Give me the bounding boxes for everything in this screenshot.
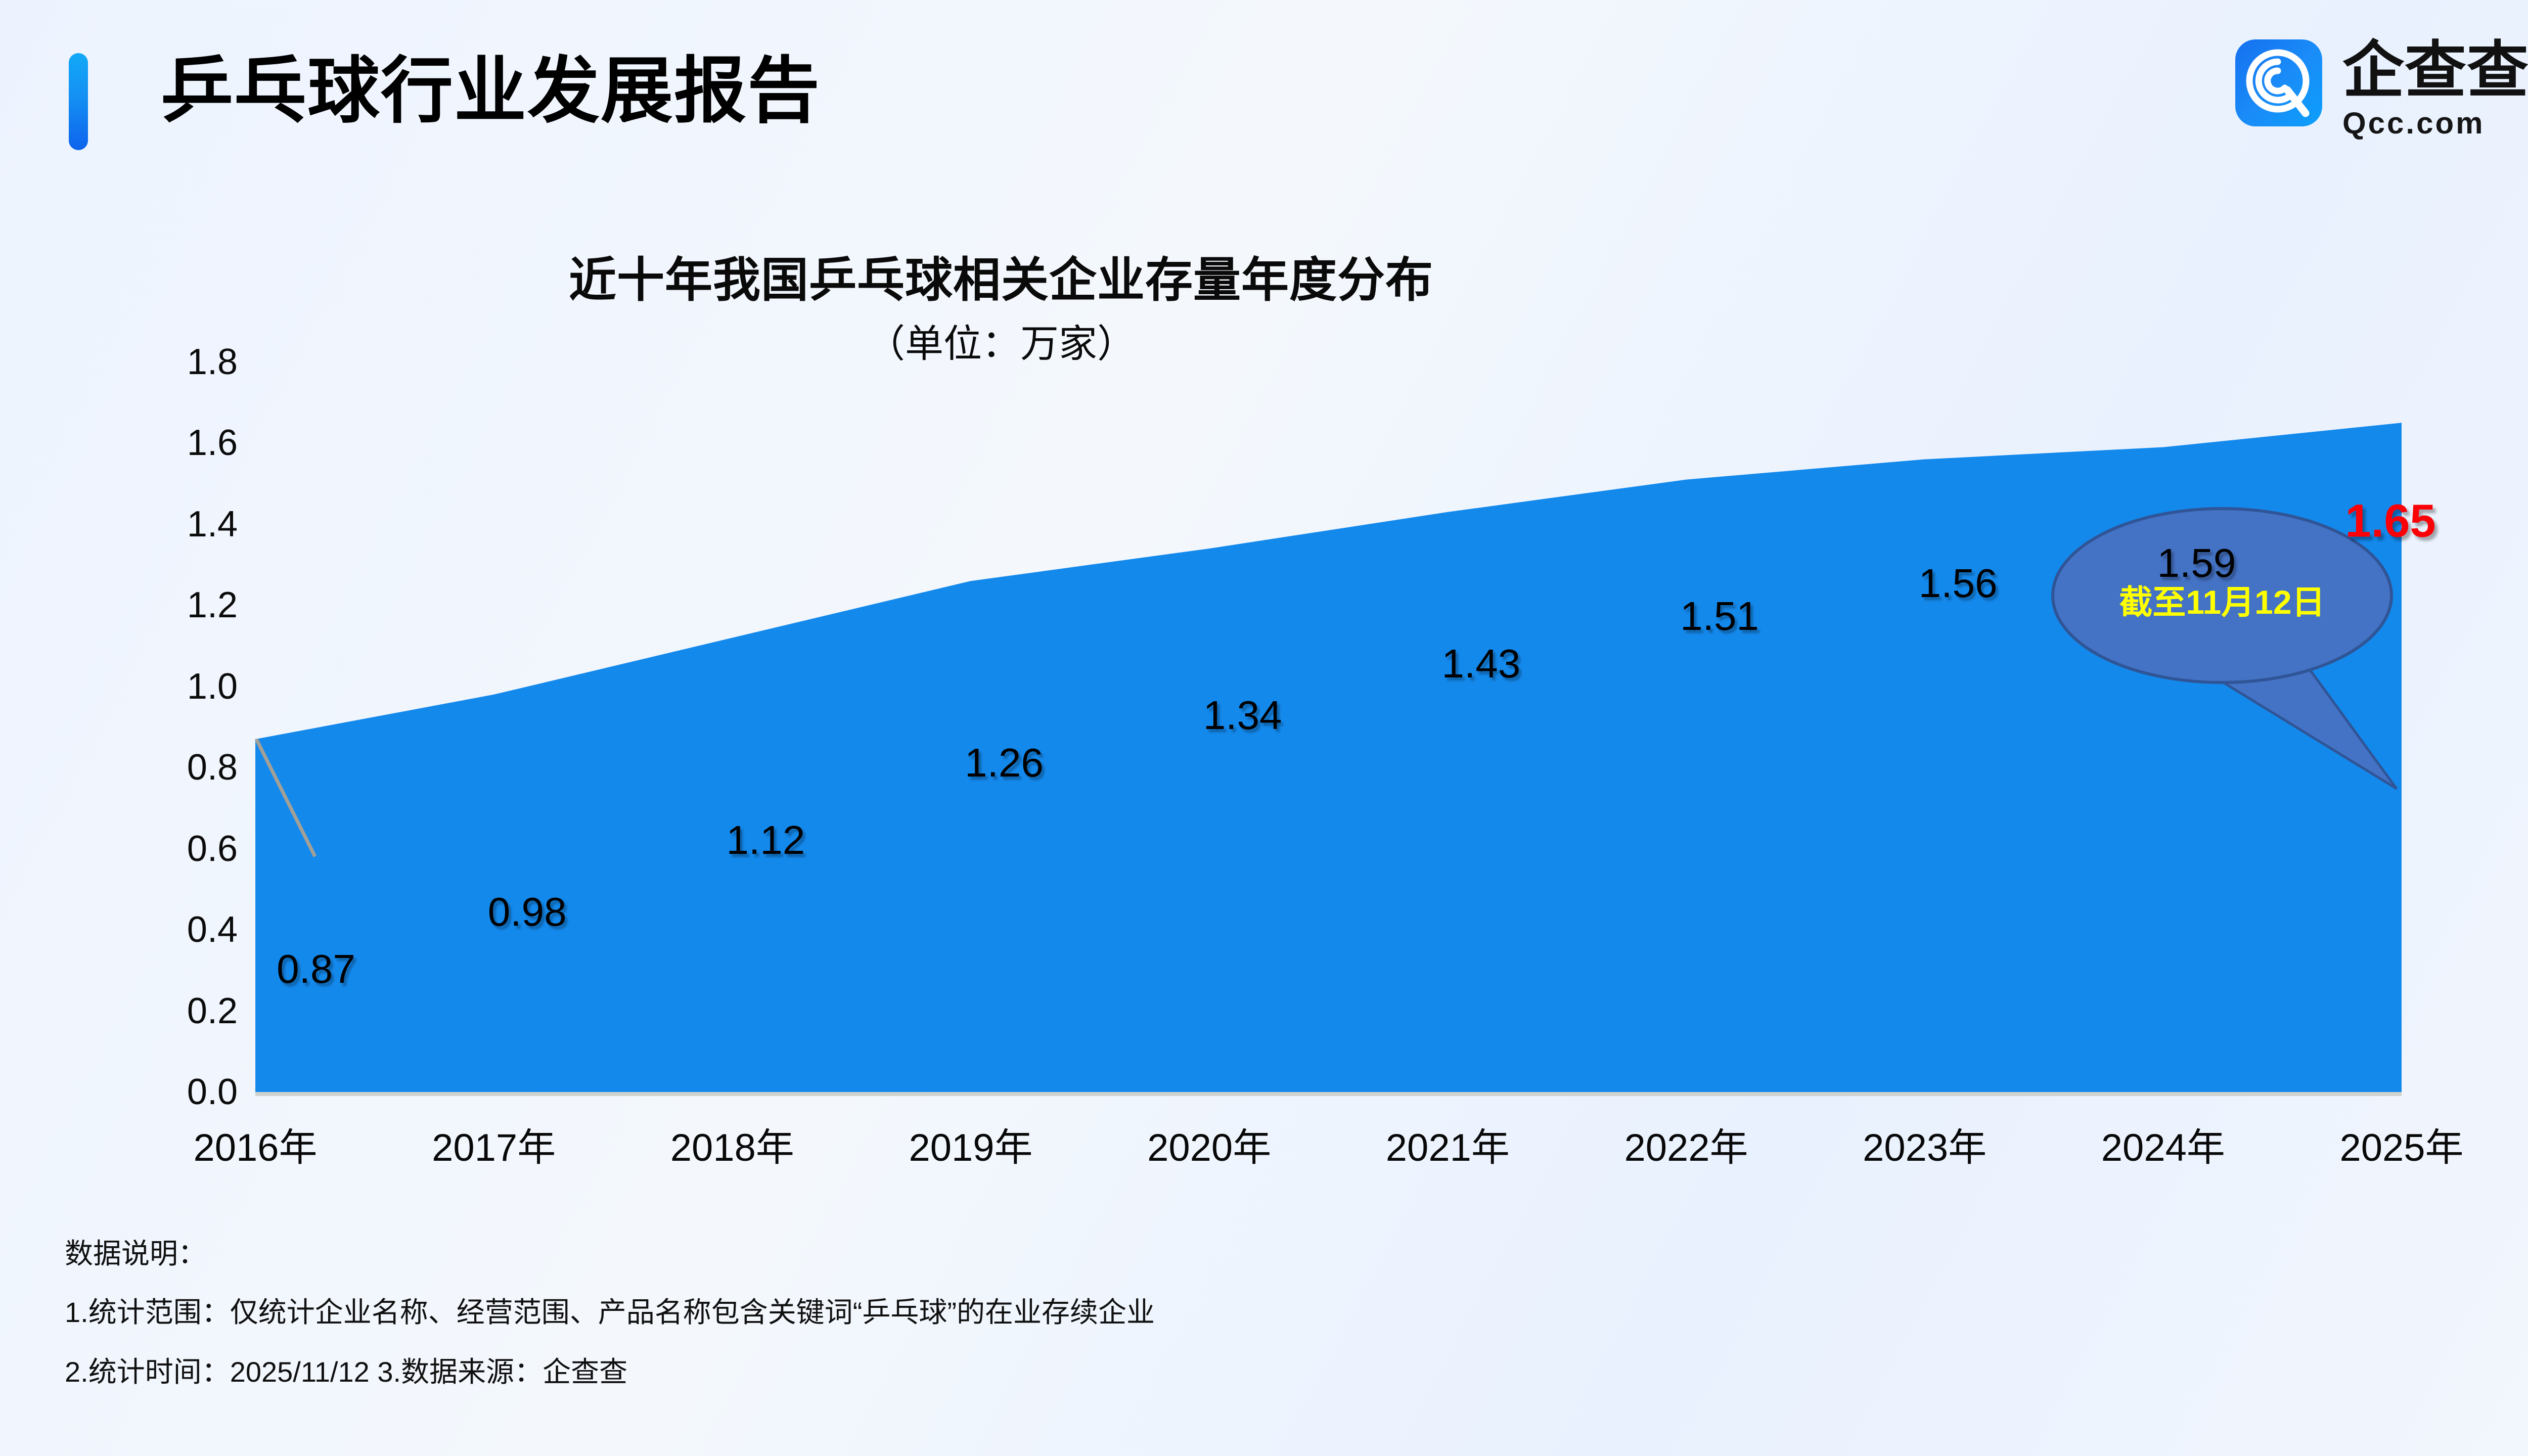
- page-header: 乒乓球行业发展报告 企查查 Qcc.com: [0, 0, 2528, 202]
- brand-wordmark: 企查查 Qcc.com: [2342, 39, 2528, 139]
- data-label: 1.12: [726, 817, 805, 862]
- data-label: 1.59: [2157, 540, 2236, 586]
- x-axis-tick-label: 2019年: [909, 1126, 1033, 1169]
- x-axis-tick-label: 2023年: [1863, 1126, 1987, 1169]
- y-axis-tick-label: 0.0: [187, 1072, 238, 1112]
- callout-label: 截至11月12日: [2119, 583, 2325, 621]
- chart-title: 近十年我国乒乓球相关企业存量年度分布: [568, 253, 1433, 306]
- x-axis-tick-label: 2018年: [670, 1126, 794, 1169]
- y-axis-tick-label: 1.0: [187, 666, 238, 707]
- page-title: 乒乓球行业发展报告: [161, 51, 821, 131]
- x-axis-tick-label: 2020年: [1147, 1126, 1272, 1169]
- data-label: 1.26: [965, 740, 1044, 786]
- x-axis-tick-label: 2017年: [432, 1126, 556, 1169]
- data-label: 1.56: [1918, 560, 1998, 606]
- y-axis-tick-label: 1.8: [187, 342, 238, 382]
- x-axis-tick-label: 2025年: [2339, 1126, 2464, 1169]
- data-label-highlight: 1.65: [2345, 495, 2436, 547]
- footer-notes: 数据说明： 1.统计范围：仅统计企业名称、经营范围、产品名称包含关键词“乒乓球”…: [65, 1240, 2188, 1386]
- x-axis-tick-label: 2016年: [193, 1126, 318, 1169]
- brand-logo[interactable]: 企查查 Qcc.com: [2235, 39, 2528, 139]
- x-axis-tick-label: 2022年: [1624, 1126, 1748, 1169]
- y-axis-tick-label: 1.6: [187, 423, 238, 464]
- y-axis-tick-label: 1.4: [187, 504, 238, 544]
- footer-note-2: 2.统计时间：2025/11/12 3.数据来源：企查查: [65, 1356, 628, 1388]
- brand-name: 企查查: [2342, 36, 2528, 105]
- data-label: 1.43: [1441, 641, 1521, 686]
- title-accent-bar: [69, 53, 88, 150]
- data-label: 0.87: [277, 946, 355, 992]
- y-axis-tick-label: 0.2: [187, 990, 238, 1031]
- data-label: 1.34: [1203, 693, 1282, 738]
- y-axis-tick-label: 0.4: [187, 909, 238, 950]
- qcc-spiral-q-icon: [2235, 39, 2322, 126]
- x-axis-tick-label: 2021年: [1385, 1126, 1510, 1169]
- brand-domain: Qcc.com: [2342, 106, 2485, 140]
- x-axis-tick-label: 2024年: [2101, 1126, 2225, 1169]
- footer-heading: 数据说明：: [65, 1238, 206, 1269]
- callout-balloon: 截至11月12日: [2053, 509, 2391, 682]
- y-axis-tick-label: 1.2: [187, 585, 238, 626]
- data-label: 1.51: [1680, 593, 1759, 639]
- y-axis-tick-label: 0.6: [187, 828, 238, 869]
- chart-subtitle: （单位：万家）: [867, 323, 1136, 366]
- y-axis: 1.8 1.6 1.4 1.2 1.0 0.8 0.6 0.4 0.2 0.0: [137, 342, 238, 1112]
- x-axis: 2016年 2017年 2018年 2019年 2020年 2021年 2022年 2023年…: [193, 1116, 2463, 1182]
- data-label: 0.98: [487, 889, 567, 934]
- footer-note-1: 1.统计范围：仅统计企业名称、经营范围、产品名称包含关键词“乒乓球”的在业存续企…: [65, 1296, 1155, 1328]
- y-axis-tick-label: 0.8: [187, 747, 238, 788]
